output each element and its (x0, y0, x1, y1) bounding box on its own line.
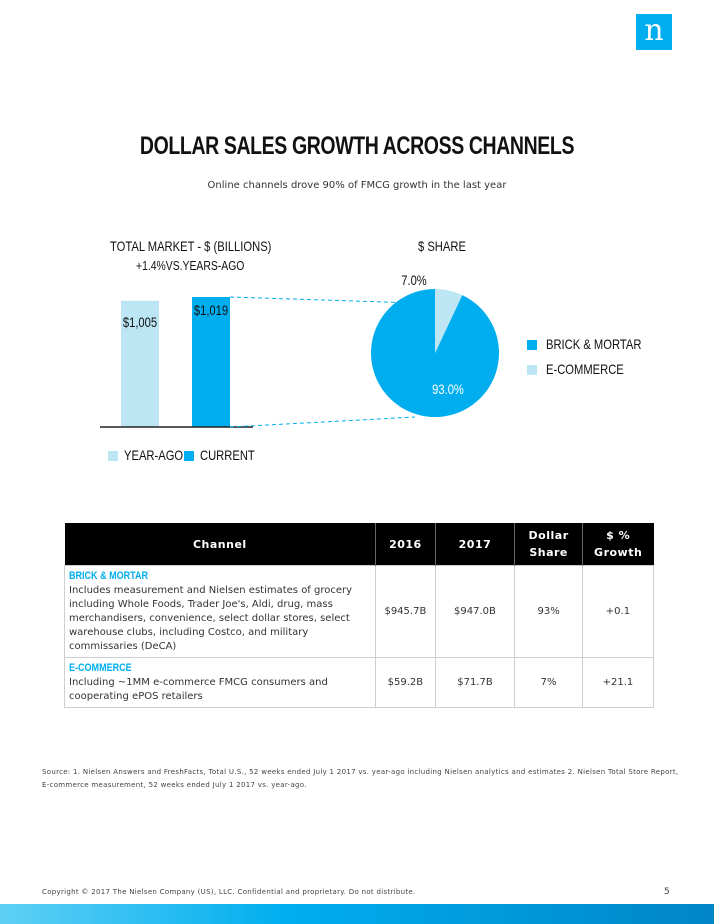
bar-label-current: $1,019 (194, 303, 228, 318)
channel-cell: E-COMMERCE Including ~1MM e-commerce FMC… (63, 657, 377, 708)
copyright-footer: Copyright © 2017 The Nielsen Company (US… (42, 888, 416, 896)
value-2016: $945.7B (375, 565, 436, 658)
table-header-row: Channel 2016 2017 Dollar Share $ % Growt… (64, 523, 654, 566)
chart-canvas: $1,005 $1,019 93.0% 7.0% (100, 273, 499, 428)
legend-label-brick-mortar: BRICK & MORTAR (546, 336, 642, 352)
source-note: Source: 1. Nielsen Answers and FreshFact… (42, 768, 679, 789)
bar-chart-title: TOTAL MARKET - $ (BILLIONS) (110, 238, 272, 254)
table-row: BRICK & MORTAR Includes measurement and … (63, 565, 655, 658)
header-channel: Channel (64, 523, 377, 566)
value-share: 7% (514, 657, 583, 708)
page-title: DOLLAR SALES GROWTH ACROSS CHANNELS (139, 132, 575, 160)
pie-label-e-commerce: 7.0% (401, 273, 426, 288)
value-2017: $71.7B (434, 657, 516, 708)
legend-swatch-e-commerce (527, 365, 537, 375)
page-subtitle: Online channels drove 90% of FMCG growth… (207, 180, 507, 191)
channel-cell: BRICK & MORTAR Includes measurement and … (63, 565, 377, 658)
nielsen-logo: n (636, 14, 672, 50)
legend-label-year-ago: YEAR-AGO (124, 447, 184, 463)
pie-slice-e-commerce (435, 289, 463, 353)
pie-label-brick-mortar: 93.0% (432, 382, 464, 397)
legend-label-e-commerce: E-COMMERCE (546, 361, 624, 377)
channel-description: Including ~1MM e-commerce FMCG consumers… (69, 677, 328, 702)
table-row: E-COMMERCE Including ~1MM e-commerce FMC… (63, 657, 655, 708)
legend-label-current: CURRENT (200, 447, 255, 463)
value-growth: +0.1 (581, 565, 655, 658)
channel-description: Includes measurement and Nielsen estimat… (69, 585, 353, 652)
value-2016: $59.2B (375, 657, 436, 708)
legend-swatch-brick-mortar (527, 340, 537, 350)
value-2017: $947.0B (434, 565, 516, 658)
bar-year-ago (121, 300, 159, 427)
bar-chart-subtitle: +1.4%VS.YEARS-AGO (136, 258, 245, 273)
header-2017: 2017 (435, 523, 516, 566)
bar-current (192, 297, 230, 427)
legend-swatch-year-ago (108, 451, 118, 461)
pie-chart-title: $ SHARE (418, 238, 466, 254)
header-growth: $ % Growth (582, 523, 654, 566)
channel-table: Channel 2016 2017 Dollar Share $ % Growt… (63, 523, 655, 708)
bottom-decorative-bar (0, 904, 714, 924)
value-share: 93% (514, 565, 583, 658)
page-number: 5 (664, 887, 670, 897)
header-dollar-share: Dollar Share (514, 523, 583, 566)
connector-top (229, 296, 416, 304)
channel-name: E-COMMERCE (69, 662, 132, 674)
legend-swatch-current (184, 451, 194, 461)
value-growth: +21.1 (581, 657, 655, 708)
bar-label-year-ago: $1,005 (123, 315, 157, 330)
channel-name: BRICK & MORTAR (69, 570, 149, 582)
header-2016: 2016 (375, 523, 436, 566)
connector-bottom (229, 416, 416, 428)
